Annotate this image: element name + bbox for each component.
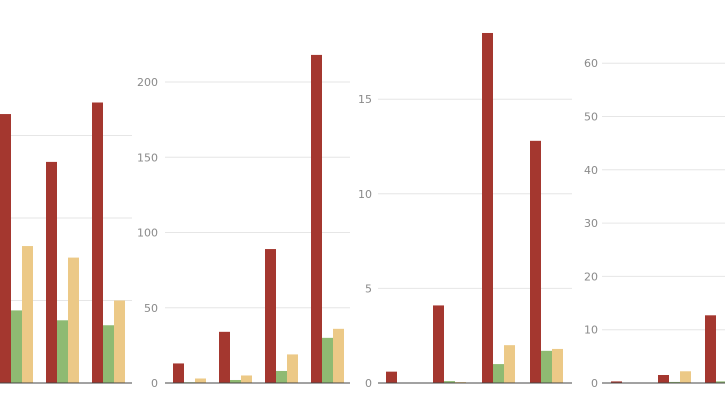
bar bbox=[219, 331, 230, 383]
bar bbox=[114, 300, 125, 383]
bar bbox=[287, 354, 298, 383]
y-tick-label: 200 bbox=[137, 76, 158, 89]
bar bbox=[433, 305, 444, 383]
y-tick-label: 60 bbox=[584, 57, 598, 70]
bar bbox=[552, 348, 563, 383]
bar bbox=[386, 371, 397, 383]
y-tick-label: 30 bbox=[584, 217, 598, 230]
bar bbox=[173, 363, 184, 383]
bar bbox=[680, 371, 691, 383]
y-tick-label: 100 bbox=[137, 227, 158, 240]
bar bbox=[92, 102, 103, 383]
bar bbox=[493, 364, 504, 383]
y-tick-label: 0 bbox=[365, 377, 372, 390]
y-tick-label: 5 bbox=[365, 282, 372, 295]
bar bbox=[241, 375, 252, 383]
bar bbox=[482, 32, 493, 383]
bar bbox=[444, 381, 455, 383]
bar bbox=[276, 370, 287, 383]
bar bbox=[46, 161, 57, 383]
y-tick-label: 0 bbox=[151, 377, 158, 390]
y-tick-label: 15 bbox=[358, 93, 372, 106]
y-tick-label: 10 bbox=[358, 188, 372, 201]
bar bbox=[265, 249, 276, 383]
y-tick-label: 150 bbox=[137, 151, 158, 164]
bar bbox=[333, 328, 344, 383]
y-tick-label: 40 bbox=[584, 164, 598, 177]
bar bbox=[230, 379, 241, 383]
bar bbox=[658, 375, 669, 383]
bar bbox=[311, 54, 322, 383]
bar bbox=[504, 345, 515, 383]
bar bbox=[195, 378, 206, 383]
y-tick-label: 50 bbox=[144, 302, 158, 315]
bar bbox=[705, 315, 716, 383]
bar bbox=[669, 381, 680, 383]
bar bbox=[716, 381, 725, 383]
bar bbox=[68, 257, 79, 383]
y-tick-label: 20 bbox=[584, 270, 598, 283]
bar bbox=[322, 337, 333, 383]
y-tick-label: 10 bbox=[584, 324, 598, 337]
bar bbox=[0, 114, 11, 384]
bar bbox=[22, 246, 33, 383]
bar bbox=[541, 350, 552, 383]
y-tick-label: 0 bbox=[591, 377, 598, 390]
bar bbox=[57, 320, 68, 383]
bar bbox=[611, 381, 622, 383]
y-tick-label: 50 bbox=[584, 111, 598, 124]
bar bbox=[11, 310, 22, 383]
bar bbox=[530, 140, 541, 383]
bar bbox=[103, 325, 114, 383]
